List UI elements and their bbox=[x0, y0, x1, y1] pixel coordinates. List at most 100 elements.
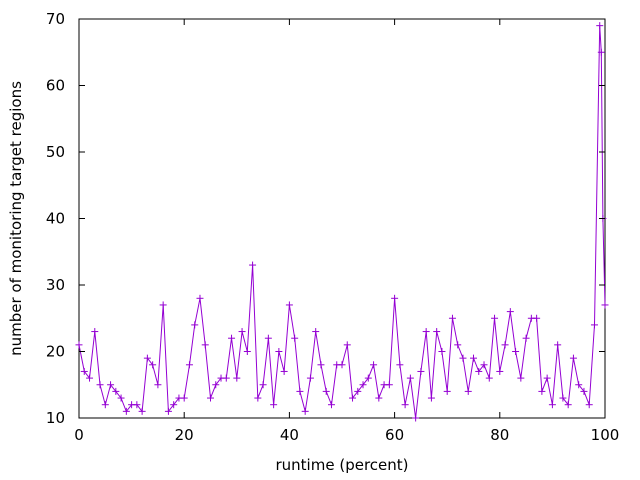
y-tick-label: 70 bbox=[46, 10, 65, 28]
data-point bbox=[191, 321, 199, 329]
data-point bbox=[601, 301, 609, 309]
data-point bbox=[412, 414, 420, 422]
data-point bbox=[254, 394, 262, 402]
data-point bbox=[364, 374, 372, 382]
data-point bbox=[285, 301, 293, 309]
data-point bbox=[438, 348, 446, 355]
data-point bbox=[149, 361, 157, 369]
data-point bbox=[228, 334, 236, 342]
data-point bbox=[306, 374, 314, 382]
data-point bbox=[75, 341, 83, 349]
axis-ticks: 0 20 40 60 80 100 10 20 30 40 50 60 70 bbox=[46, 10, 619, 444]
data-point bbox=[91, 328, 99, 336]
y-tick-label: 20 bbox=[46, 343, 65, 361]
data-point bbox=[122, 407, 130, 415]
x-tick-label: 20 bbox=[175, 426, 194, 444]
data-point bbox=[207, 394, 214, 402]
x-tick-label: 100 bbox=[591, 426, 620, 444]
data-point bbox=[301, 407, 309, 415]
x-tick-label: 40 bbox=[280, 426, 299, 444]
data-point bbox=[180, 394, 188, 402]
data-point bbox=[506, 308, 514, 316]
data-point bbox=[548, 401, 556, 409]
data-point bbox=[512, 348, 520, 355]
data-point bbox=[264, 334, 272, 342]
data-point bbox=[233, 374, 241, 382]
data-point bbox=[517, 374, 525, 382]
data-point bbox=[201, 341, 209, 349]
data-point bbox=[385, 381, 393, 389]
data-point bbox=[327, 401, 335, 409]
data-point bbox=[454, 341, 462, 349]
plot-area bbox=[78, 18, 606, 419]
data-point bbox=[433, 328, 441, 336]
data-point bbox=[112, 387, 120, 395]
data-point bbox=[448, 314, 456, 322]
data-point bbox=[270, 401, 278, 409]
data-point bbox=[501, 341, 509, 349]
y-tick-label: 10 bbox=[46, 409, 65, 427]
x-tick-label: 80 bbox=[490, 426, 509, 444]
data-point bbox=[590, 321, 598, 329]
data-point bbox=[375, 394, 383, 402]
x-tick-label: 0 bbox=[74, 426, 84, 444]
data-point bbox=[470, 354, 477, 362]
data-point bbox=[317, 361, 325, 369]
data-point bbox=[564, 401, 572, 409]
data-point bbox=[312, 328, 320, 336]
data-point bbox=[538, 387, 546, 395]
data-point bbox=[275, 348, 283, 355]
data-point bbox=[464, 387, 472, 395]
data-point bbox=[338, 361, 346, 369]
data-point bbox=[133, 401, 141, 409]
data-point bbox=[243, 348, 251, 355]
data-point bbox=[154, 381, 162, 389]
data-point bbox=[222, 374, 230, 382]
data-point bbox=[101, 401, 109, 409]
data-point bbox=[406, 374, 414, 382]
data-point bbox=[249, 261, 257, 269]
data-point bbox=[343, 341, 351, 349]
y-axis-label: number of monitoring target regions bbox=[7, 81, 25, 356]
data-point bbox=[422, 328, 430, 336]
data-point bbox=[554, 341, 562, 349]
data-point bbox=[117, 394, 125, 402]
data-point bbox=[575, 381, 583, 389]
data-point bbox=[585, 401, 593, 409]
plot-border bbox=[78, 18, 606, 419]
data-point bbox=[291, 334, 299, 342]
data-point bbox=[185, 361, 193, 369]
data-point bbox=[597, 48, 605, 56]
data-point bbox=[164, 407, 172, 415]
data-point bbox=[391, 294, 399, 302]
data-point bbox=[359, 381, 367, 389]
data-point bbox=[496, 367, 504, 375]
data-point bbox=[238, 328, 246, 336]
data-point bbox=[159, 301, 167, 309]
data-point bbox=[491, 314, 499, 322]
data-point bbox=[485, 374, 493, 382]
y-tick-label: 40 bbox=[46, 210, 65, 228]
data-point bbox=[259, 381, 267, 389]
data-point bbox=[96, 381, 104, 389]
data-point bbox=[580, 387, 588, 395]
data-point bbox=[370, 361, 378, 369]
data-point bbox=[396, 361, 404, 369]
data-point bbox=[596, 22, 604, 30]
y-tick-label: 50 bbox=[46, 143, 65, 161]
data-point bbox=[196, 294, 204, 302]
x-axis-label: runtime (percent) bbox=[276, 456, 409, 474]
data-point bbox=[296, 387, 304, 395]
data-point bbox=[401, 401, 409, 409]
data-point bbox=[417, 367, 425, 375]
data-point bbox=[459, 354, 467, 362]
data-point bbox=[522, 334, 530, 342]
data-point bbox=[322, 387, 330, 395]
data-point bbox=[143, 354, 151, 362]
data-point bbox=[559, 394, 567, 402]
data-point bbox=[475, 367, 483, 375]
data-point bbox=[480, 361, 488, 369]
x-tick-label: 60 bbox=[385, 426, 404, 444]
data-point bbox=[80, 367, 88, 375]
